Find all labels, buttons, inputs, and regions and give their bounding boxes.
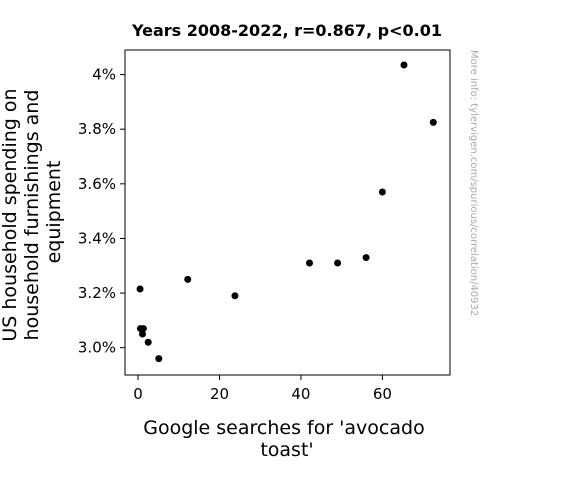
x-tick-label: 20 <box>210 385 229 403</box>
x-axis-label-line-2: toast' <box>260 439 313 461</box>
data-point <box>144 338 152 346</box>
data-points <box>136 61 437 363</box>
data-point <box>139 330 147 338</box>
x-axis: 0 20 40 60 <box>133 375 392 403</box>
y-axis-label: US household spending on household furni… <box>0 82 65 341</box>
data-point <box>429 118 437 126</box>
y-tick-label: 3.6% <box>78 175 116 193</box>
data-point <box>231 292 239 300</box>
plot-area-frame <box>124 49 451 376</box>
x-axis-label-line-1: Google searches for 'avocado <box>143 417 424 439</box>
data-point <box>155 355 163 363</box>
x-tick-label: 60 <box>373 385 392 403</box>
data-point <box>334 259 342 267</box>
data-point <box>136 285 144 293</box>
y-axis-label-line-2: household furnishings and <box>21 90 43 341</box>
data-point <box>184 275 192 283</box>
data-point <box>400 61 408 69</box>
y-tick-label: 3.0% <box>78 339 116 357</box>
y-axis-label-line-1: US household spending on <box>0 88 21 341</box>
x-tick-label: 0 <box>133 385 143 403</box>
x-tick-label: 40 <box>291 385 310 403</box>
watermark-text: More info: tylervigen.com/spurious/corre… <box>468 50 479 316</box>
data-point <box>362 254 370 262</box>
y-tick-label: 3.8% <box>78 120 116 138</box>
data-point <box>378 188 386 196</box>
x-axis-label: Google searches for 'avocado toast' <box>143 417 431 461</box>
chart-title: Years 2008-2022, r=0.867, p<0.01 <box>131 21 442 40</box>
data-point <box>305 259 313 267</box>
y-axis-label-line-3: equipment <box>43 161 65 264</box>
y-tick-label: 3.4% <box>78 229 116 247</box>
y-tick-label: 4% <box>92 66 116 84</box>
data-point <box>139 325 147 333</box>
y-tick-label: 3.2% <box>78 284 116 302</box>
y-axis: 3.0% 3.2% 3.4% 3.6% 3.8% 4% <box>78 66 125 357</box>
